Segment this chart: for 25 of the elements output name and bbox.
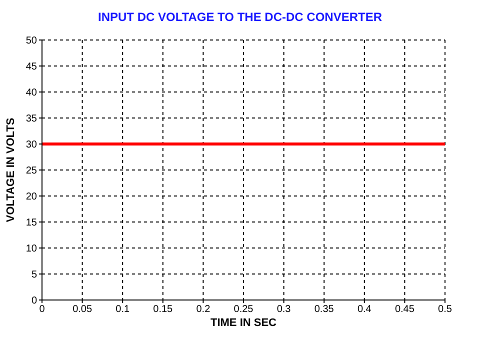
x-tick-label: 0.2 bbox=[196, 304, 211, 316]
x-tick-label: 0.15 bbox=[153, 304, 174, 316]
x-tick-label: 0 bbox=[39, 304, 46, 316]
x-tick-label: 0.45 bbox=[394, 304, 415, 316]
y-tick-label: 30 bbox=[26, 140, 38, 151]
chart-title: INPUT DC VOLTAGE TO THE DC-DC CONVERTER bbox=[96, 10, 383, 24]
y-tick-label: 20 bbox=[26, 192, 38, 203]
x-tick-label: 0.05 bbox=[72, 304, 92, 316]
y-tick-label: 10 bbox=[26, 244, 38, 255]
x-tick-label: 0.25 bbox=[234, 304, 254, 316]
x-tick-label: 0.1 bbox=[116, 304, 130, 316]
y-axis-title: VOLTAGE IN VOLTS bbox=[4, 118, 17, 222]
y-tick-label: 25 bbox=[26, 166, 38, 177]
x-tick-label: 0.35 bbox=[314, 304, 334, 316]
y-tick-label: 0 bbox=[31, 296, 38, 307]
y-tick-label: 50 bbox=[26, 36, 38, 47]
y-tick-label: 15 bbox=[26, 218, 38, 229]
y-tick-label: 35 bbox=[26, 114, 38, 125]
x-tick-label: 0.4 bbox=[357, 304, 372, 316]
y-tick-label: 40 bbox=[26, 88, 38, 99]
x-axis-title: TIME IN SEC bbox=[210, 317, 277, 329]
x-tick-label: 0.3 bbox=[276, 304, 292, 316]
y-tick-label: 45 bbox=[26, 62, 38, 73]
x-tick-label: 0.5 bbox=[438, 304, 452, 316]
y-tick-label: 5 bbox=[31, 270, 38, 281]
